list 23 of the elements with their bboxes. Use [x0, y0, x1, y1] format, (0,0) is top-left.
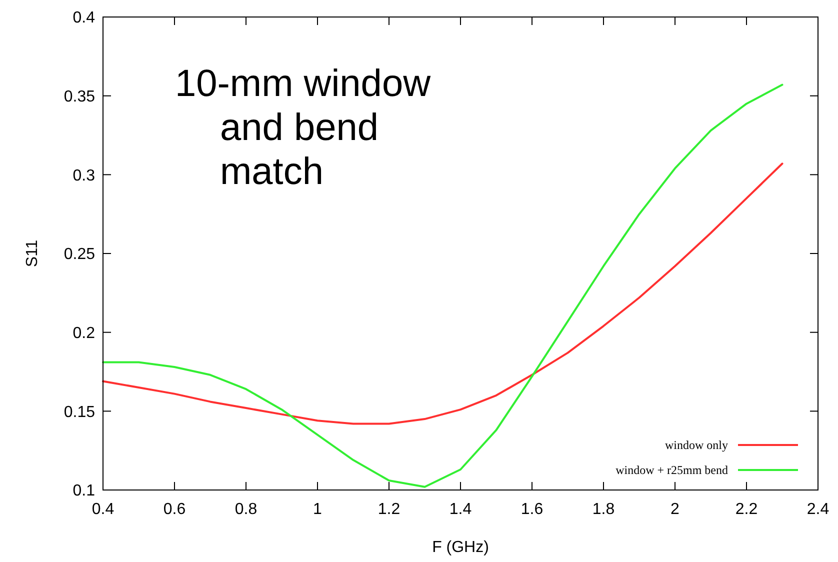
x-tick-label: 1.6: [520, 501, 544, 518]
y-tick-label: 0.1: [72, 482, 96, 500]
x-tick-label: 1.4: [449, 501, 472, 518]
x-tick-label: 1: [313, 501, 322, 518]
y-axis-title: S11: [24, 240, 41, 268]
x-tick-label: 0.6: [163, 501, 186, 518]
legend-label: window only: [665, 438, 728, 452]
y-tick-label: 0.2: [72, 324, 96, 342]
x-tick-label: 1.8: [592, 501, 615, 518]
y-tick-label: 0.35: [64, 88, 96, 106]
x-tick-label: 2: [670, 501, 680, 518]
y-tick-label: 0.15: [64, 404, 96, 421]
x-tick-label: 0.8: [234, 501, 258, 518]
x-axis-title: F (GHz): [432, 539, 489, 556]
x-tick-label: 2.2: [735, 501, 758, 518]
y-tick-label: 0.4: [72, 10, 96, 27]
x-tick-label: 2.4: [806, 501, 830, 518]
annotation: 10-mm window and bend match: [175, 63, 432, 193]
y-tick-label: 0.25: [64, 246, 96, 264]
legend-label: window + r25mm bend: [616, 463, 728, 478]
y-tick-label: 0.3: [72, 167, 96, 184]
x-tick-label: 0.4: [92, 501, 114, 518]
x-tick-label: 1.2: [378, 501, 400, 518]
